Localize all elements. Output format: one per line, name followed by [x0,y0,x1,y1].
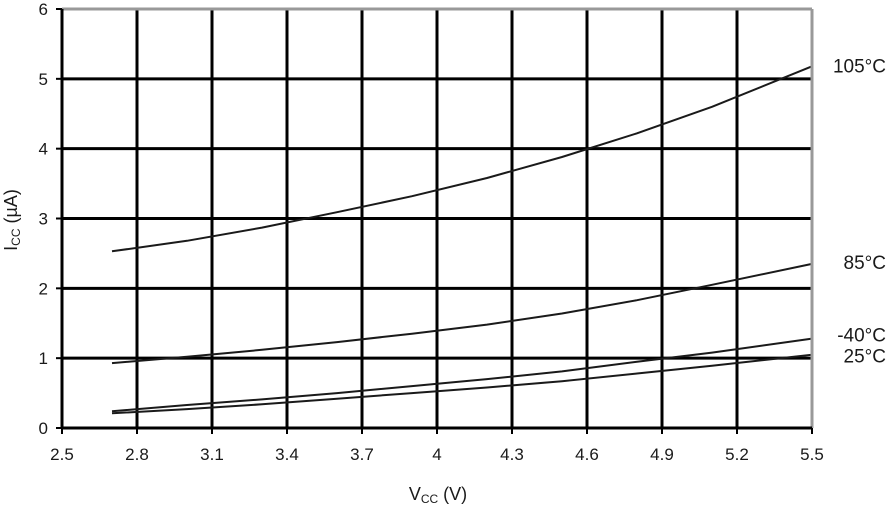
y-axis-title: ICC (µA) [1,189,23,251]
series-line [111,353,813,415]
series-label: 25°C [844,347,886,368]
series-label: 85°C [844,253,886,274]
x-tick-label: 5.2 [725,445,749,464]
x-tick-label: 2.5 [50,445,74,464]
series-line [111,262,813,365]
series-label: -40°C [837,326,886,347]
y-tick-label: 1 [39,349,48,368]
series-line [111,337,813,413]
y-tick-label: 4 [39,140,48,159]
x-tick-label: 4.9 [650,445,674,464]
x-tick-label: 3.4 [275,445,299,464]
y-tick-label: 6 [39,0,48,19]
x-tick-label: 5.5 [800,445,824,464]
y-tick-label: 2 [39,279,48,298]
x-tick-label: 3.1 [200,445,224,464]
x-tick-labels: 2.5 2.8 3.1 3.4 3.7 4 4.3 4.6 4.9 5.2 5.5 [50,445,824,464]
x-tick-label: 4.3 [500,445,524,464]
y-tick-label: 0 [39,419,48,438]
x-tick-label: 4.6 [575,445,599,464]
x-axis-title: VCC (V) [409,484,467,506]
series-labels: 105°C 85°C -40°C25°C [833,56,886,367]
x-tick-label: 3.7 [350,445,374,464]
grid [62,9,812,428]
x-tick-label: 4 [432,445,441,464]
y-tick-label: 3 [39,210,48,229]
series-line [111,65,813,253]
series-label: 105°C [833,56,886,77]
plot-frame [56,7,814,434]
series-lines [111,65,813,415]
y-tick-labels: 0 1 2 3 4 5 6 [39,0,48,438]
x-tick-label: 2.8 [125,445,149,464]
y-tick-label: 5 [39,70,48,89]
